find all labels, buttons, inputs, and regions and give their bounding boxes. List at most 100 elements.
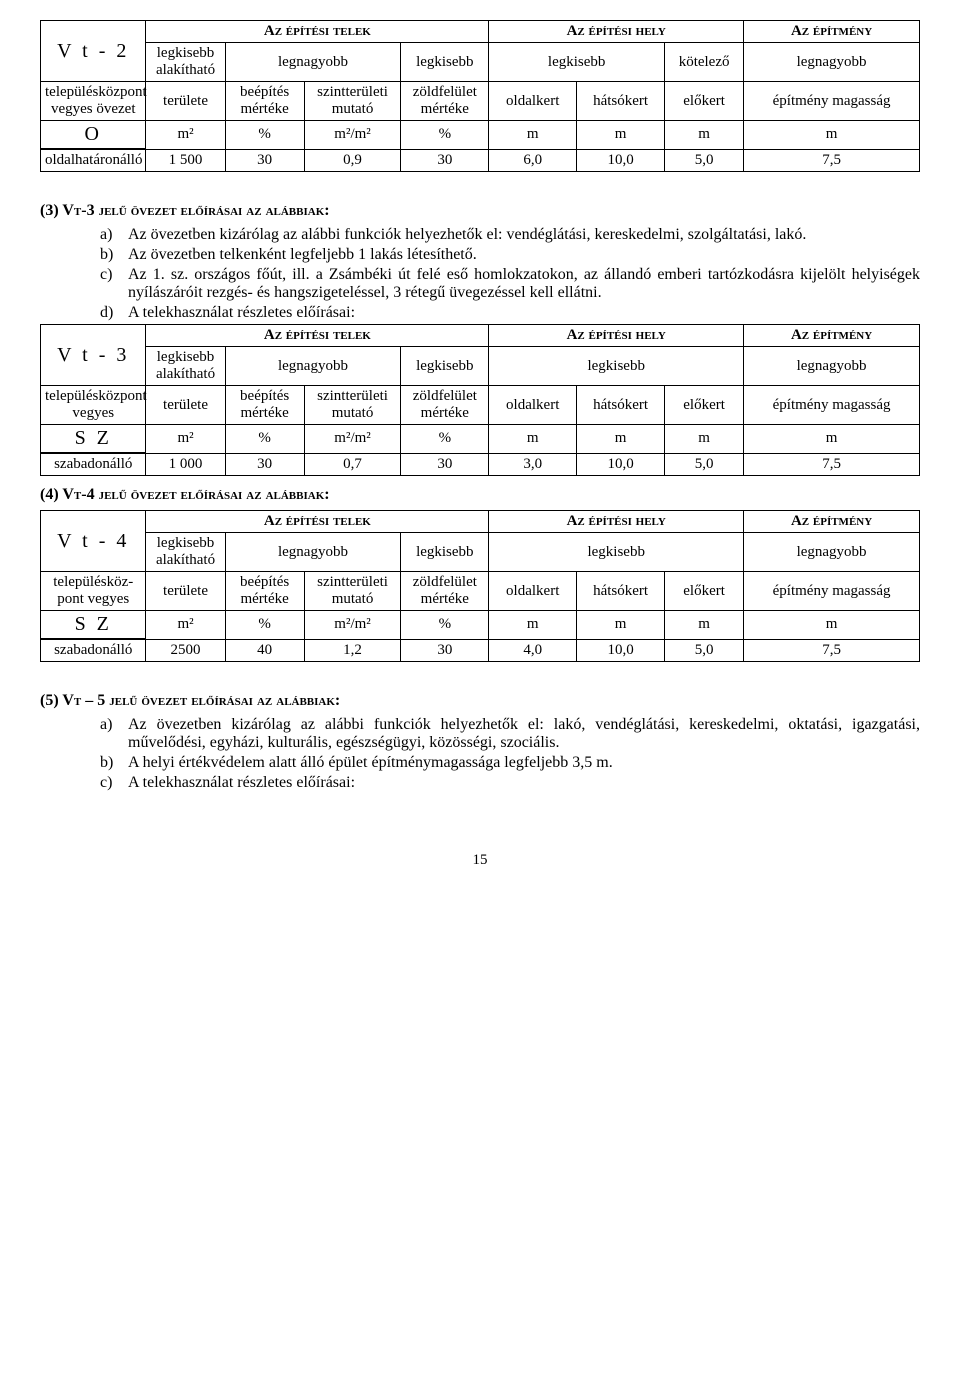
unit: m²: [146, 121, 225, 150]
mode-short: S Z: [41, 425, 146, 454]
zone-sub: településköz-pont vegyes: [41, 572, 146, 611]
hdr: építmény magasság: [744, 386, 920, 425]
val: 0,9: [304, 149, 401, 172]
hdr-epitmeny: Az építmény: [744, 325, 920, 347]
list-body: Az övezetben telkenként legfeljebb 1 lak…: [128, 246, 920, 264]
hdr: beépítés mértéke: [225, 386, 304, 425]
unit: %: [225, 425, 304, 454]
hdr: beépítés mértéke: [225, 572, 304, 611]
hdr-zold: zöldfelület mértéke: [401, 82, 489, 121]
val: 7,5: [744, 639, 920, 662]
val: 30: [225, 149, 304, 172]
hdr: legkisebb alakítható: [146, 533, 225, 572]
unit: m²: [146, 611, 225, 640]
mode: oldalhatáronálló: [41, 149, 146, 172]
mode-short: O: [41, 121, 146, 150]
hdr: legnagyobb: [225, 533, 401, 572]
hdr: hátsókert: [577, 386, 665, 425]
unit: %: [401, 121, 489, 150]
val: 7,5: [744, 453, 920, 476]
hdr-elokert: előkert: [665, 82, 744, 121]
unit: m: [577, 611, 665, 640]
zone-sub: településközpont vegyes: [41, 386, 146, 425]
table-vt3: V t - 3 Az építési telek Az építési hely…: [40, 324, 920, 476]
list-letter: a): [100, 716, 128, 752]
hdr-legnagyobb2: legnagyobb: [744, 43, 920, 82]
list-body: A helyi értékvédelem alatt álló épület é…: [128, 754, 920, 772]
val: 1 500: [146, 149, 225, 172]
val: 5,0: [665, 453, 744, 476]
val: 4,0: [489, 639, 577, 662]
unit: m: [744, 121, 920, 150]
mode: szabadonálló: [41, 639, 146, 662]
hdr-legkisebb-alakithato: legkisebb alakítható: [146, 43, 225, 82]
hdr: területe: [146, 572, 225, 611]
hdr: előkert: [665, 386, 744, 425]
list-body: A telekhasználat részletes előírásai:: [128, 304, 920, 322]
val: 5,0: [665, 149, 744, 172]
hdr: szintterületi mutató: [304, 572, 401, 611]
hdr-legnagyobb: legnagyobb: [225, 43, 401, 82]
hdr: Az építmény: [744, 511, 920, 533]
mode-short: S Z: [41, 611, 146, 640]
unit: %: [225, 121, 304, 150]
list-letter: c): [100, 266, 128, 302]
val: 10,0: [577, 453, 665, 476]
hdr: legkisebb: [401, 347, 489, 386]
val: 1 000: [146, 453, 225, 476]
section-5-list: a)Az övezetben kizárólag az alábbi funkc…: [100, 716, 920, 792]
unit: %: [401, 611, 489, 640]
val: 0,7: [304, 453, 401, 476]
hdr: Az építési telek: [146, 511, 489, 533]
hdr-terulete: területe: [146, 82, 225, 121]
list-body: Az övezetben kizárólag az alábbi funkció…: [128, 716, 920, 752]
unit: m: [665, 425, 744, 454]
page-number: 15: [40, 852, 920, 869]
val: 30: [401, 149, 489, 172]
val: 10,0: [577, 149, 665, 172]
list-letter: b): [100, 246, 128, 264]
val: 1,2: [304, 639, 401, 662]
list-letter: a): [100, 226, 128, 244]
hdr-legkisebb: legkisebb: [401, 43, 489, 82]
section-3-title: (3) Vt-3 jelű övezet előírásai az alábbi…: [40, 202, 920, 220]
list-letter: d): [100, 304, 128, 322]
hdr-hely: Az építési hely: [489, 325, 744, 347]
unit: m²/m²: [304, 425, 401, 454]
hdr: Az építési hely: [489, 511, 744, 533]
unit: m: [577, 425, 665, 454]
list-letter: b): [100, 754, 128, 772]
section-5-title: (5) Vt – 5 jelű övezet előírásai az aláb…: [40, 692, 920, 710]
val: 30: [401, 639, 489, 662]
unit: m²/m²: [304, 121, 401, 150]
unit: %: [225, 611, 304, 640]
unit: m: [744, 611, 920, 640]
hdr-telek: Az építési telek: [146, 21, 489, 43]
hdr: építmény magasság: [744, 572, 920, 611]
val: 10,0: [577, 639, 665, 662]
hdr-legkisebb2: legkisebb: [489, 43, 665, 82]
hdr-szint: szintterületi mutató: [304, 82, 401, 121]
hdr: szintterületi mutató: [304, 386, 401, 425]
val: 7,5: [744, 149, 920, 172]
val: 30: [225, 453, 304, 476]
unit: m: [489, 121, 577, 150]
list-body: Az övezetben kizárólag az alábbi funkció…: [128, 226, 920, 244]
hdr: legkisebb: [489, 533, 744, 572]
unit: m: [665, 611, 744, 640]
hdr: legnagyobb: [744, 347, 920, 386]
hdr-hely: Az építési hely: [489, 21, 744, 43]
zone-sub: településközpont vegyes övezet: [41, 82, 146, 121]
hdr: legkisebb: [401, 533, 489, 572]
hdr: zöldfelület mértéke: [401, 386, 489, 425]
hdr: oldalkert: [489, 386, 577, 425]
zone-id: V t - 4: [41, 511, 146, 572]
val: 2500: [146, 639, 225, 662]
val: 30: [401, 453, 489, 476]
unit: m: [489, 611, 577, 640]
hdr-beepites: beépítés mértéke: [225, 82, 304, 121]
hdr-magassag: építmény magasság: [744, 82, 920, 121]
hdr: területe: [146, 386, 225, 425]
val: 5,0: [665, 639, 744, 662]
unit: m: [489, 425, 577, 454]
